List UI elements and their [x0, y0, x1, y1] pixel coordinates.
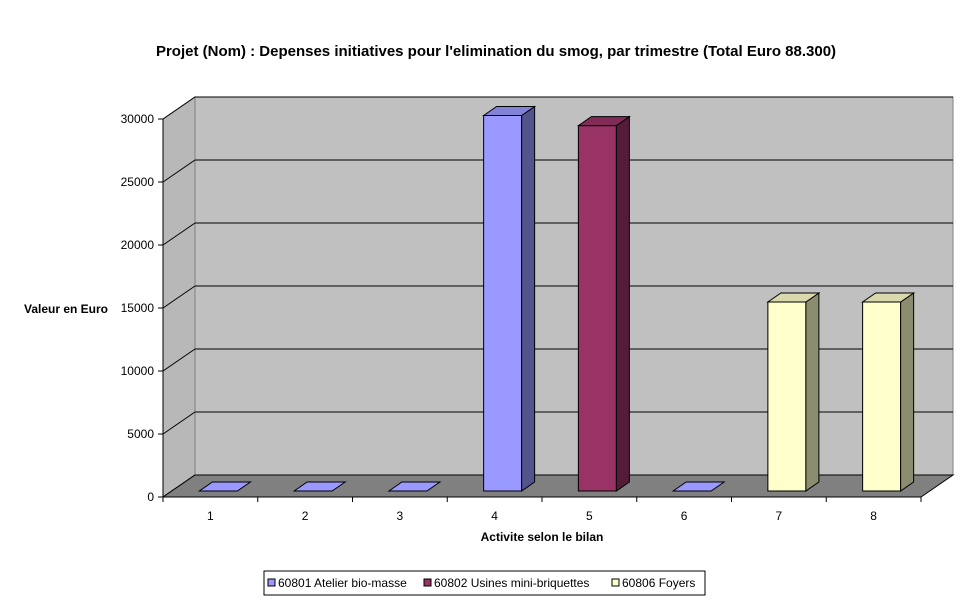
x-tick-label: 8 [870, 509, 877, 523]
bar-top [482, 106, 537, 117]
gridline-diagonal [162, 222, 196, 246]
bar-front [483, 115, 523, 492]
bar-side [900, 292, 915, 492]
bar-top [387, 481, 442, 492]
y-axis-label: Valeur en Euro [24, 302, 108, 316]
plot-floor-surface [161, 474, 955, 498]
legend-item: 60802 Usines mini-briquettes [423, 576, 589, 590]
bar [671, 481, 726, 492]
gridline-diagonal [162, 159, 196, 183]
y-tick-label: 0 [147, 490, 154, 504]
bar [482, 105, 537, 492]
bar [766, 292, 821, 492]
bar-side [615, 115, 630, 492]
bar-top [197, 481, 252, 492]
bar [576, 115, 631, 492]
bar-front [862, 301, 902, 492]
x-tick-label: 3 [397, 509, 404, 523]
plot-floor [161, 474, 955, 498]
x-tick-label: 4 [491, 509, 498, 523]
bar [861, 292, 916, 492]
x-tick-label: 1 [207, 509, 214, 523]
x-tick-label: 5 [586, 509, 593, 523]
legend-box [263, 570, 706, 596]
x-tick-label: 2 [302, 509, 309, 523]
bar-top [576, 116, 631, 127]
gridline-diagonal [162, 285, 196, 309]
bar-side [805, 292, 820, 492]
bar-top [292, 481, 347, 492]
x-axis: 1 2 3 4 5 6 7 8 [162, 496, 922, 523]
bar [387, 481, 442, 492]
legend-swatch [267, 578, 276, 587]
y-tick-label: 10000 [121, 364, 155, 378]
y-tick-label: 30000 [121, 112, 155, 126]
legend-item: 60801 Atelier bio-masse [267, 576, 407, 590]
bar [197, 481, 252, 492]
bar-top [766, 292, 821, 303]
gridline-diagonal [162, 348, 196, 372]
bar [292, 481, 347, 492]
bar-front [767, 301, 807, 492]
y-tick-label: 25000 [121, 175, 155, 189]
legend-label: 60801 Atelier bio-masse [278, 576, 407, 590]
chart-title: Projet (Nom) : Depenses initiatives pour… [156, 43, 836, 60]
y-tick-label: 15000 [121, 301, 155, 315]
legend-label: 60802 Usines mini-briquettes [434, 576, 589, 590]
bar-top [671, 481, 726, 492]
y-axis: 0 5000 10000 15000 20000 25000 30000 [121, 112, 164, 504]
bar-top [861, 292, 916, 303]
x-tick-label: 6 [681, 509, 688, 523]
y-tick-label: 20000 [121, 238, 155, 252]
gridline-diagonal [162, 411, 196, 435]
x-axis-label: Activite selon le bilan [481, 530, 604, 544]
x-tick-label: 7 [776, 509, 783, 523]
bar-side [521, 105, 536, 492]
gridlines [162, 96, 953, 498]
y-tick-label: 5000 [127, 427, 154, 441]
gridline-diagonal [162, 96, 196, 120]
bar-front [577, 125, 617, 492]
legend-item: 60806 Foyers [611, 576, 695, 590]
bars [197, 105, 916, 492]
legend-swatch [423, 578, 432, 587]
legend-label: 60806 Foyers [622, 576, 695, 590]
legend: 60801 Atelier bio-masse 60802 Usines mini… [263, 570, 706, 596]
legend-swatch [611, 578, 620, 587]
plot-area [162, 96, 954, 498]
